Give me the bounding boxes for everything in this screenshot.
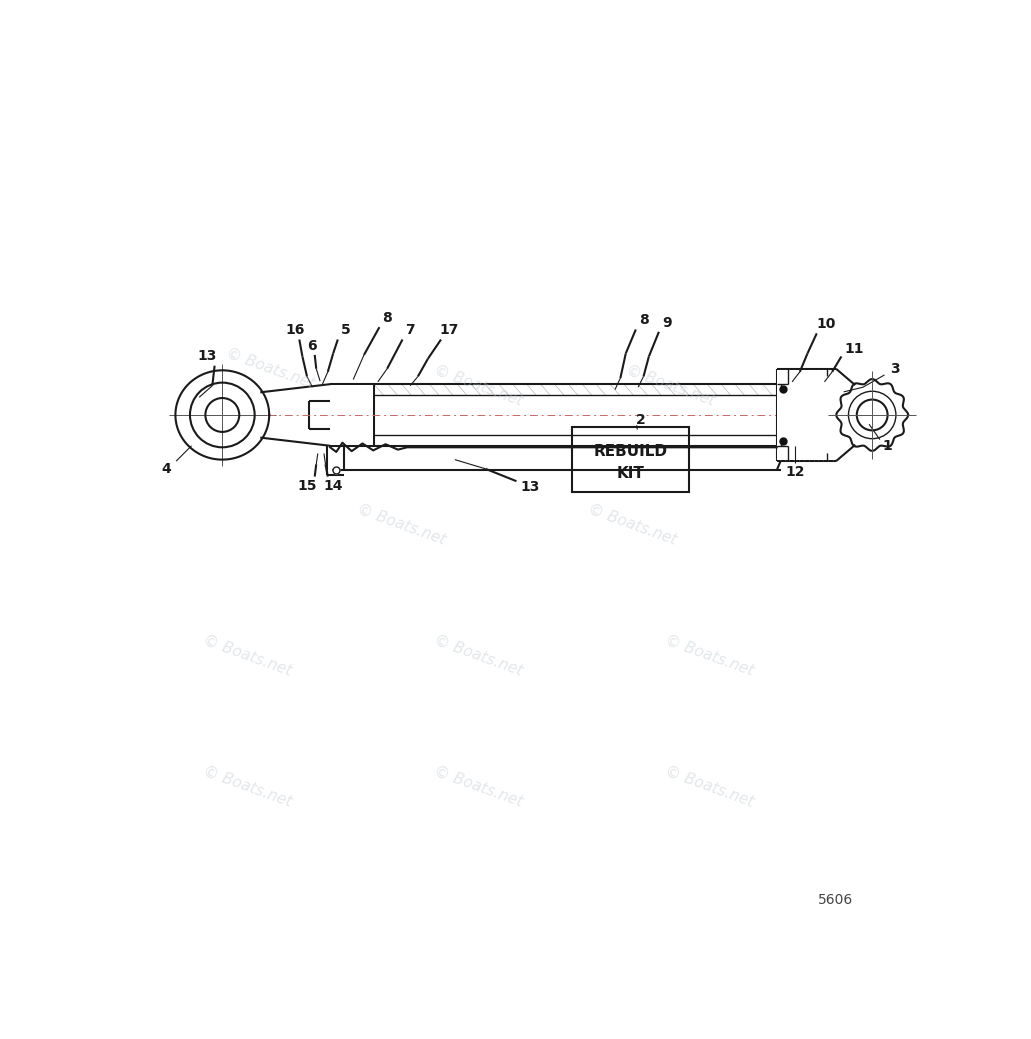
- Text: © Boats.net: © Boats.net: [201, 632, 294, 678]
- Text: 11: 11: [844, 342, 864, 355]
- Text: 15: 15: [297, 479, 317, 492]
- Text: REBUILD: REBUILD: [594, 444, 667, 459]
- Text: 4: 4: [161, 462, 171, 476]
- Text: 17: 17: [439, 323, 459, 338]
- Text: © Boats.net: © Boats.net: [201, 763, 294, 809]
- Text: 8: 8: [638, 314, 648, 327]
- Text: © Boats.net: © Boats.net: [624, 363, 717, 408]
- Text: © Boats.net: © Boats.net: [586, 501, 678, 548]
- Text: 14: 14: [324, 479, 343, 492]
- Text: 5606: 5606: [819, 894, 854, 907]
- Text: 2: 2: [636, 414, 646, 427]
- Text: 5: 5: [340, 323, 351, 338]
- Text: © Boats.net: © Boats.net: [432, 763, 525, 809]
- Bar: [331, 384, 373, 445]
- Text: © Boats.net: © Boats.net: [224, 346, 317, 392]
- Text: 16: 16: [285, 323, 304, 338]
- Text: KIT: KIT: [617, 467, 644, 481]
- Text: 13: 13: [197, 349, 217, 364]
- Text: 12: 12: [786, 464, 805, 479]
- Text: 1: 1: [883, 438, 893, 453]
- Text: © Boats.net: © Boats.net: [355, 501, 447, 548]
- Bar: [777, 370, 835, 460]
- Text: 10: 10: [817, 317, 836, 331]
- Text: © Boats.net: © Boats.net: [663, 632, 756, 678]
- Text: 6: 6: [307, 339, 318, 352]
- Text: 7: 7: [405, 323, 415, 338]
- Text: © Boats.net: © Boats.net: [432, 632, 525, 678]
- Text: 3: 3: [891, 362, 900, 376]
- Text: 13: 13: [521, 480, 540, 495]
- Text: 8: 8: [383, 311, 392, 325]
- Bar: [572, 427, 689, 492]
- Text: © Boats.net: © Boats.net: [432, 363, 525, 408]
- Text: 9: 9: [662, 316, 671, 329]
- Text: © Boats.net: © Boats.net: [663, 763, 756, 809]
